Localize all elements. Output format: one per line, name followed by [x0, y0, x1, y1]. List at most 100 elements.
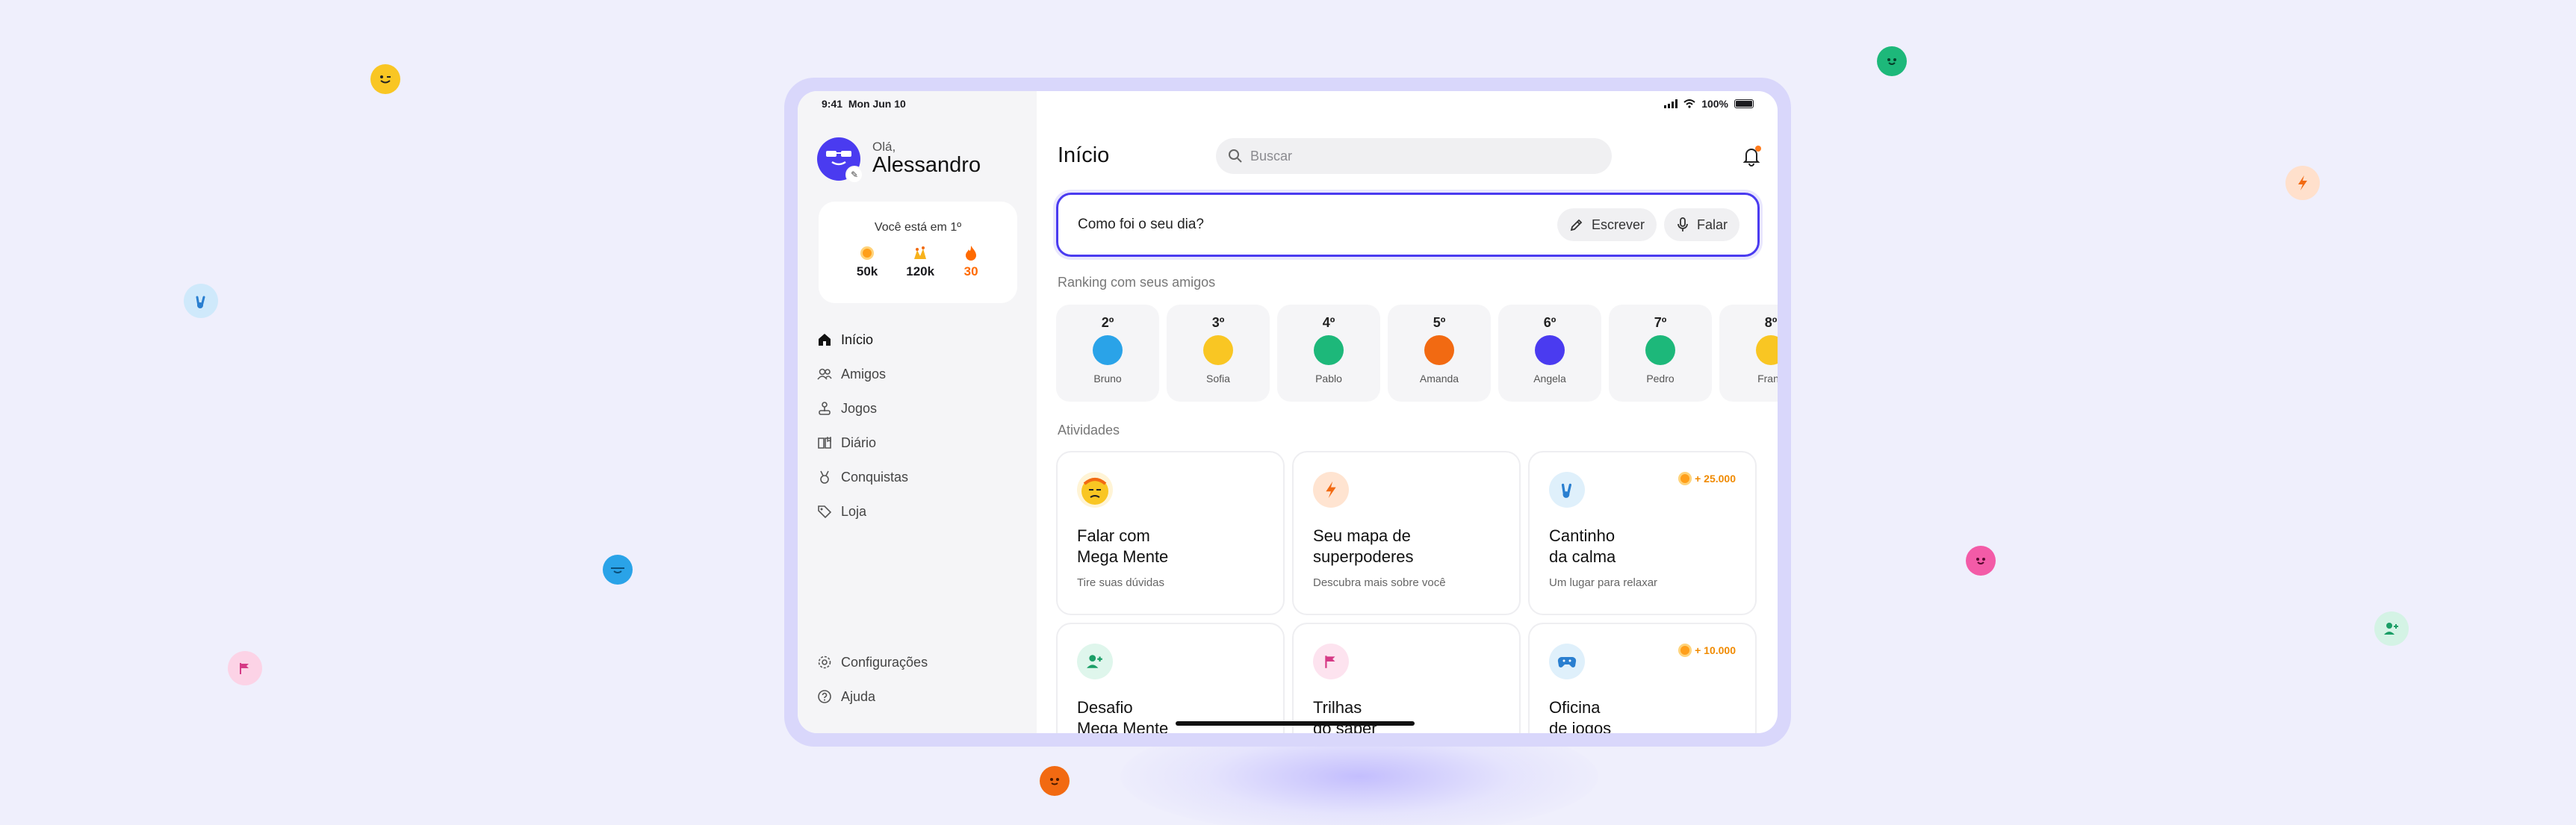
- add-friend-icon: [1077, 644, 1113, 679]
- nav-item-loja[interactable]: Loja: [817, 494, 908, 529]
- friend-card[interactable]: 3º Sofia: [1167, 305, 1270, 402]
- activity-title: Oficina de jogos: [1549, 698, 1612, 733]
- nav-label: Início: [841, 331, 874, 347]
- mega-mente-icon: [1077, 472, 1113, 508]
- wifi-icon: [1683, 99, 1695, 108]
- friend-name: Bruno: [1093, 373, 1122, 385]
- speak-label: Falar: [1696, 217, 1728, 232]
- friend-name: Pedro: [1646, 373, 1675, 385]
- orange-face-emoji-icon: [1040, 766, 1070, 796]
- streak-stat: 30: [963, 245, 979, 279]
- status-bar: 9:41 Mon Jun 10 100%: [798, 91, 1778, 116]
- activity-card[interactable]: + 10.000 Oficina de jogos: [1528, 623, 1757, 733]
- nav-item-ajuda[interactable]: Ajuda: [817, 679, 928, 714]
- peace-hand-emoji-icon: [184, 284, 218, 318]
- nav-item-jogos[interactable]: Jogos: [817, 391, 908, 426]
- flag-icon: [1313, 644, 1349, 679]
- friend-name: Pablo: [1315, 373, 1342, 385]
- gamepad-icon: [1549, 644, 1585, 679]
- friend-card[interactable]: 6º Angela: [1498, 305, 1601, 402]
- status-time: 9:41: [822, 98, 843, 110]
- main-content: Início Como foi o seu dia? Escrever Fala…: [1037, 91, 1778, 733]
- friend-card[interactable]: 7º Pedro: [1609, 305, 1712, 402]
- activity-card[interactable]: Falar com Mega Mente Tire suas dúvidas: [1056, 451, 1285, 615]
- sidebar: ✎ Olá, Alessandro Você está em 1º 50k: [798, 91, 1037, 733]
- activity-subtitle: Descubra mais sobre você: [1313, 576, 1446, 589]
- main-nav: Início Amigos Jogos Diário Conquistas: [817, 323, 908, 529]
- activity-card[interactable]: Desafio Mega Mente: [1056, 623, 1285, 733]
- friend-rank: 4º: [1322, 315, 1335, 330]
- nav-label: Conquistas: [841, 469, 909, 485]
- rank-position: Você está em 1º: [874, 221, 962, 234]
- write-button[interactable]: Escrever: [1557, 208, 1657, 241]
- notification-dot: [1755, 146, 1761, 152]
- nav-item-amigos[interactable]: Amigos: [817, 357, 908, 391]
- friend-card[interactable]: 8º Franc: [1719, 305, 1778, 402]
- nav-item-conquistas[interactable]: Conquistas: [817, 460, 908, 494]
- profile-header[interactable]: ✎ Olá, Alessandro: [817, 137, 981, 184]
- nav-item-diario[interactable]: Diário: [817, 426, 908, 460]
- friend-rank: 5º: [1433, 315, 1446, 330]
- peace-hand-icon: [1549, 472, 1585, 508]
- wink-emoji-icon: [370, 64, 400, 94]
- daily-question: Como foi o seu dia?: [1078, 217, 1204, 232]
- search-bar[interactable]: [1216, 138, 1612, 174]
- friend-avatar: [1203, 335, 1233, 365]
- friend-rank: 3º: [1211, 315, 1225, 330]
- bell-icon: [1742, 149, 1760, 166]
- activity-card[interactable]: Trilhas do saber: [1292, 623, 1521, 733]
- activity-title: Cantinho da calma: [1549, 526, 1616, 567]
- gear-icon: [818, 656, 831, 669]
- user-name: Alessandro: [872, 153, 981, 178]
- streak-value: 30: [963, 264, 978, 278]
- page-title: Início: [1058, 143, 1110, 167]
- nav-label: Loja: [841, 503, 867, 519]
- activity-title: Trilhas do saber: [1313, 698, 1377, 733]
- search-input[interactable]: [1250, 148, 1579, 164]
- nav-label: Amigos: [841, 366, 887, 382]
- friend-name: Amanda: [1419, 373, 1459, 385]
- friends-icon: [817, 368, 832, 380]
- signal-icon: [1664, 99, 1678, 108]
- friend-name: Sofia: [1206, 373, 1230, 385]
- app-screen: 9:41 Mon Jun 10 100% ✎ Olá,: [798, 91, 1778, 733]
- notifications-button[interactable]: [1740, 145, 1763, 167]
- battery-icon: [1734, 99, 1754, 108]
- edit-avatar-icon[interactable]: ✎: [845, 166, 863, 184]
- medal-icon: [820, 470, 829, 484]
- lightning-icon: [1313, 472, 1349, 508]
- green-face-emoji-icon: [1877, 46, 1907, 76]
- trophy-value: 120k: [906, 264, 935, 278]
- activity-subtitle: Tire suas dúvidas: [1077, 576, 1164, 589]
- search-icon: [1229, 149, 1242, 163]
- pencil-icon: [1570, 219, 1583, 231]
- tag-icon: [818, 505, 832, 519]
- friend-card[interactable]: 5º Amanda: [1388, 305, 1491, 402]
- friend-rank: 8º: [1764, 315, 1778, 330]
- coins-value: 50k: [856, 264, 878, 278]
- blue-face-emoji-icon: [603, 555, 633, 585]
- speak-button[interactable]: Falar: [1663, 208, 1739, 241]
- friend-card[interactable]: 2º Bruno: [1056, 305, 1159, 402]
- activity-title: Seu mapa de superpoderes: [1313, 526, 1414, 567]
- friend-rank: 2º: [1101, 315, 1114, 330]
- nav-item-configuracoes[interactable]: Configurações: [817, 645, 928, 679]
- stats-row: 50k 120k 30: [819, 245, 1017, 279]
- pink-face-emoji-icon: [1966, 546, 1996, 576]
- activities-grid: Falar com Mega Mente Tire suas dúvidas S…: [1056, 451, 1757, 733]
- avatar[interactable]: ✎: [817, 137, 863, 184]
- coin-icon: [1678, 644, 1692, 657]
- friend-rank: 6º: [1543, 315, 1557, 330]
- activity-card[interactable]: Seu mapa de superpoderes Descubra mais s…: [1292, 451, 1521, 615]
- nav-item-inicio[interactable]: Início: [817, 323, 908, 357]
- sunglasses-icon: [826, 151, 851, 166]
- friend-name: Angela: [1533, 373, 1566, 385]
- nav-label: Jogos: [841, 400, 878, 416]
- friend-avatar: [1645, 335, 1675, 365]
- home-indicator[interactable]: [1176, 721, 1415, 726]
- friend-card[interactable]: 4º Pablo: [1277, 305, 1380, 402]
- diary-icon: [818, 437, 831, 449]
- friend-avatar: [1756, 335, 1778, 365]
- daily-prompt[interactable]: Como foi o seu dia? Escrever Falar: [1056, 193, 1760, 257]
- activity-card[interactable]: + 25.000 Cantinho da calma Um lugar para…: [1528, 451, 1757, 615]
